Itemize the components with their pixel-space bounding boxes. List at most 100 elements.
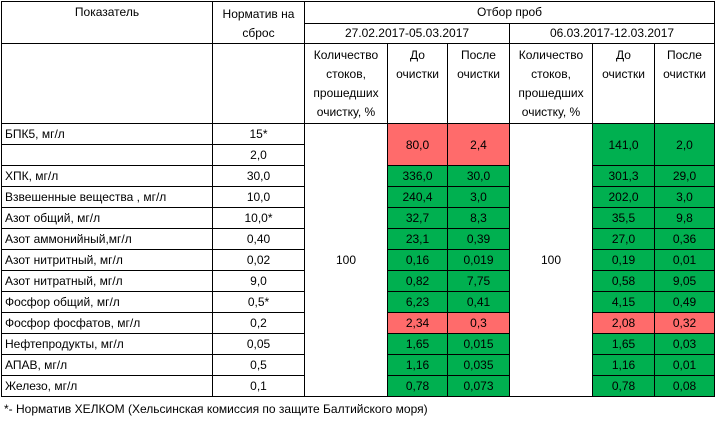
p2-before-value: 0,58 [592,270,655,292]
p2-after-value: 0,36 [654,228,715,250]
row-norm: 30,0 [212,165,305,187]
p2-before-value: 35,5 [592,207,655,229]
p2-after-value: 0,32 [654,312,715,334]
p2-after-value: 0,01 [654,249,715,271]
p1-before-header: До очистки [387,43,448,124]
p2-before-value: 4,15 [592,291,655,313]
p2-after-value: 9,05 [654,270,715,292]
p1-after-value: 0,41 [447,291,510,313]
p1-after-value: 3,0 [447,186,510,208]
p1-after-value: 30,0 [447,165,510,187]
sampling-header: Отбор проб [304,1,715,24]
p1-before-value: 240,4 [387,186,448,208]
p2-before-value: 27,0 [592,228,655,250]
p2-passed-header: Количество стоков, прошедших очистку, % [509,43,593,124]
row-name: БПК5, мг/л [1,123,213,145]
p1-before-value: 1,16 [387,354,448,376]
p2-after-value: 2,0 [654,123,715,166]
row-name: Азот общий, мг/л [1,207,213,229]
p1-after-value: 0,015 [447,333,510,355]
p1-passed-value: 100 [304,123,388,397]
p2-after-value: 0,01 [654,354,715,376]
p2-before-value: 1,65 [592,333,655,355]
p2-after-value: 9,8 [654,207,715,229]
row-norm: 9,0 [212,270,305,292]
p1-before-value: 1,65 [387,333,448,355]
norm-header-cont [212,43,305,124]
table-row: Азот нитритный, мг/л 0,02 0,16 0,019 0,19 0,0… [1,249,715,271]
p1-after-value: 7,75 [447,270,510,292]
row-norm: 0,1 [212,375,305,397]
p2-after-value: 3,0 [654,186,715,208]
p1-before-value: 0,16 [387,249,448,271]
norm-header: Норматив на сброс [212,1,305,44]
table-row: Азот аммонийный,мг/л 0,40 23,1 0,39 27,0 0,36 [1,228,715,250]
p1-after-value: 0,3 [447,312,510,334]
row-name: Азот нитритный, мг/л [1,249,213,271]
row-name: Азот нитратный, мг/л [1,270,213,292]
p2-before-value: 141,0 [592,123,655,166]
p2-after-header: После очистки [654,43,715,124]
table-row: Железо, мг/л 0,1 0,78 0,073 0,78 0,08 [1,375,715,397]
p1-before-value: 336,0 [387,165,448,187]
p2-before-value: 202,0 [592,186,655,208]
p1-after-value: 8,3 [447,207,510,229]
p2-before-value: 2,08 [592,312,655,334]
row-norm: 0,2 [212,312,305,334]
row-norm: 10,0 [212,186,305,208]
row-name: Железо, мг/л [1,375,213,397]
p2-after-value: 29,0 [654,165,715,187]
table-row: Взвешенные вещества , мг/л 10,0 240,4 3,0 20… [1,186,715,208]
p2-before-value: 0,78 [592,375,655,397]
p1-before-value: 23,1 [387,228,448,250]
p1-before-value: 6,23 [387,291,448,313]
row-name: Взвешенные вещества , мг/л [1,186,213,208]
row-norm-2: 2,0 [212,144,305,166]
p1-after-value: 2,4 [447,123,510,166]
p1-before-value: 0,78 [387,375,448,397]
table-row: Фосфор фосфатов, мг/л 0,2 2,34 0,3 2,08 0,32 [1,312,715,334]
row-name: АПАВ, мг/л [1,354,213,376]
table-row: Нефтепродукты, мг/л 0,05 1,65 0,015 1,65 0,03 [1,333,715,355]
row-name: Фосфор фосфатов, мг/л [1,312,213,334]
row-name: ХПК, мг/л [1,165,213,187]
indicator-header: Показатель [1,1,213,44]
p1-after-value: 0,39 [447,228,510,250]
indicator-header-cont [1,43,213,124]
p2-before-value: 0,19 [592,249,655,271]
row-norm: 10,0* [212,207,305,229]
p1-before-value: 32,7 [387,207,448,229]
p2-before-value: 1,16 [592,354,655,376]
row-name: Нефтепродукты, мг/л [1,333,213,355]
row-norm: 0,02 [212,249,305,271]
row-norm: 15* [212,123,305,145]
p2-before-header: До очистки [592,43,655,124]
period-2-header: 06.03.2017-12.03.2017 [509,23,715,44]
footnote: *- Норматив ХЕЛКОМ (Хельсинская комиссия… [4,402,428,416]
period-1-header: 27.02.2017-05.03.2017 [304,23,510,44]
p1-after-value: 0,019 [447,249,510,271]
p1-after-value: 0,073 [447,375,510,397]
p2-before-value: 301,3 [592,165,655,187]
p2-after-value: 0,49 [654,291,715,313]
row-norm: 0,05 [212,333,305,355]
table-row: ХПК, мг/л 30,0 336,0 30,0 301,3 29,0 [1,165,715,187]
row-norm: 0,40 [212,228,305,250]
p1-before-value: 80,0 [387,123,448,166]
table-row: Азот нитратный, мг/л 9,0 0,82 7,75 0,58 9,05 [1,270,715,292]
p1-before-value: 2,34 [387,312,448,334]
p2-passed-value: 100 [509,123,593,397]
water-quality-table: Показатель Норматив на сброс Отбор проб … [1,1,715,397]
p2-after-value: 0,03 [654,333,715,355]
p1-after-value: 0,035 [447,354,510,376]
row-norm: 0,5* [212,291,305,313]
row-name: Фосфор общий, мг/л [1,291,213,313]
table-row: АПАВ, мг/л 0,5 1,16 0,035 1,16 0,01 [1,354,715,376]
row-norm: 0,5 [212,354,305,376]
row-name: Азот аммонийный,мг/л [1,228,213,250]
row-name-cont [1,144,213,166]
p1-passed-header: Количество стоков, прошедших очистку, % [304,43,388,124]
p1-before-value: 0,82 [387,270,448,292]
p2-after-value: 0,08 [654,375,715,397]
p1-after-header: После очистки [447,43,510,124]
